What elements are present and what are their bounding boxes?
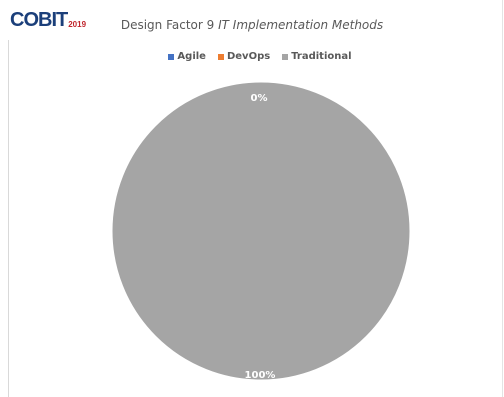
legend-label-devops: DevOps	[226, 51, 271, 62]
chart-title: Design Factor 9 IT Implementation Method…	[0, 18, 504, 32]
chart-frame-left-border	[8, 40, 9, 397]
data-label-traditional: 100%	[245, 370, 276, 381]
logo-year: 2019	[68, 20, 87, 29]
pie-data-labels: 0% 100%	[245, 93, 276, 381]
data-label-devops: 0%	[251, 93, 268, 104]
pie-slices	[111, 81, 411, 381]
chart-title-italic: IT Implementation Methods	[218, 18, 384, 32]
legend-swatch-traditional	[282, 53, 289, 60]
legend-swatch-devops	[217, 53, 224, 60]
legend-swatch-agile	[168, 53, 175, 60]
chart-frame-right-border	[502, 0, 503, 397]
legend-item-traditional: Traditional	[282, 51, 352, 62]
chart-title-prefix: Design Factor 9	[120, 18, 219, 32]
legend-item-agile: Agile	[168, 51, 206, 62]
chart-legend: Agile DevOps Traditional	[0, 51, 504, 62]
logo-text: COBIT	[10, 9, 68, 31]
pie-slice-traditional	[111, 81, 411, 381]
legend-label-traditional: Traditional	[291, 51, 352, 62]
legend-item-devops: DevOps	[217, 51, 271, 62]
legend-label-agile: Agile	[177, 51, 206, 62]
cobit-logo: COBIT 2019	[10, 9, 86, 31]
